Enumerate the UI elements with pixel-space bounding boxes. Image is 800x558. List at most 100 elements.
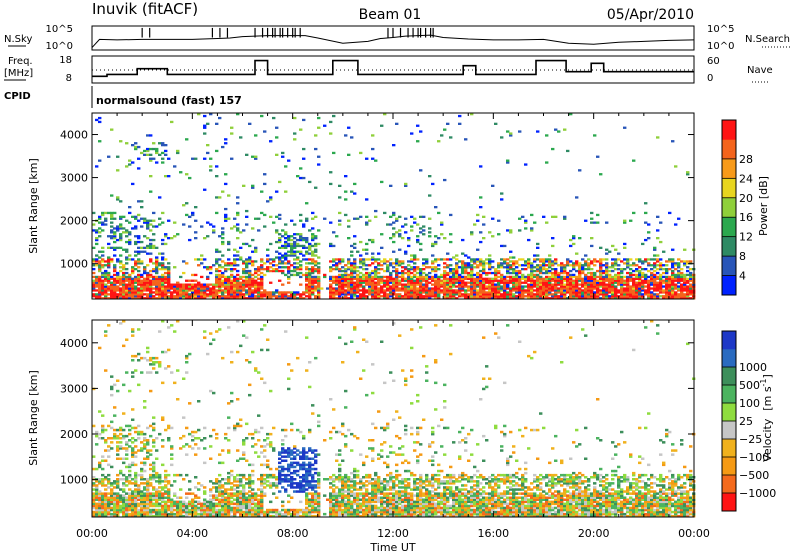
heatmap-cell <box>584 287 587 289</box>
heatmap-cell <box>476 260 479 262</box>
heatmap-cell <box>269 266 272 268</box>
heatmap-cell <box>686 287 689 289</box>
heatmap-cell <box>236 214 239 216</box>
heatmap-cell <box>140 251 143 253</box>
heatmap-cell <box>260 282 263 284</box>
heatmap-cell <box>515 282 518 284</box>
heatmap-cell <box>176 152 179 154</box>
heatmap-cell <box>293 132 296 134</box>
heatmap-cell <box>413 287 416 289</box>
heatmap-cell <box>503 282 506 284</box>
heatmap-cell <box>446 258 449 260</box>
heatmap-cell <box>203 462 206 465</box>
heatmap-cell <box>275 229 278 231</box>
heatmap-cell <box>518 282 521 284</box>
heatmap-cell <box>461 293 464 295</box>
heatmap-cell <box>215 276 218 278</box>
heatmap-cell <box>221 484 224 487</box>
heatmap-cell <box>218 287 221 289</box>
heatmap-cell <box>473 278 476 280</box>
heatmap-cell <box>98 266 101 268</box>
heatmap-cell <box>260 272 263 274</box>
heatmap-cell <box>596 270 599 272</box>
heatmap-cell <box>581 289 584 291</box>
heatmap-cell <box>245 216 248 218</box>
heatmap-cell <box>353 218 356 220</box>
heatmap-cell <box>671 266 674 268</box>
heatmap-cell <box>215 150 218 152</box>
colorbar-swatch <box>722 276 736 296</box>
heatmap-cell <box>644 285 647 287</box>
heatmap-cell <box>152 233 155 235</box>
heatmap-cell <box>269 196 272 198</box>
heatmap-cell <box>356 287 359 289</box>
heatmap-cell <box>377 268 380 270</box>
heatmap-cell <box>623 247 626 249</box>
heatmap-cell <box>602 282 605 284</box>
heatmap-cell <box>653 266 656 268</box>
heatmap-cell <box>260 115 263 117</box>
heatmap-cell <box>161 142 164 144</box>
heatmap-cell <box>380 181 383 183</box>
heatmap-cell <box>470 264 473 266</box>
heatmap-cell <box>149 464 152 467</box>
heatmap-cell <box>395 276 398 278</box>
heatmap-cell <box>434 282 437 284</box>
heatmap-cell <box>131 216 134 218</box>
heatmap-cell <box>311 258 314 260</box>
heatmap-cell <box>437 276 440 278</box>
heatmap-cell <box>236 474 239 477</box>
heatmap-cell <box>569 287 572 289</box>
heatmap-cell <box>161 222 164 224</box>
heatmap-cell <box>560 272 563 274</box>
heatmap-cell <box>491 287 494 289</box>
heatmap-cell <box>491 266 494 268</box>
heatmap-cell <box>101 247 104 249</box>
heatmap-cell <box>125 165 128 167</box>
heatmap-cell <box>575 196 578 198</box>
heatmap-cell <box>674 274 677 276</box>
heatmap-cell <box>524 282 527 284</box>
heatmap-cell <box>284 274 287 276</box>
heatmap-cell <box>167 272 170 274</box>
heatmap-cell <box>164 291 167 293</box>
heatmap-cell <box>92 482 95 485</box>
heatmap-cell <box>398 293 401 295</box>
heatmap-cell <box>215 165 218 167</box>
heatmap-cell <box>149 449 152 452</box>
heatmap-cell <box>110 386 113 389</box>
heatmap-cell <box>572 262 575 264</box>
heatmap-cell <box>416 258 419 260</box>
heatmap-cell <box>122 276 125 278</box>
heatmap-cell <box>149 276 152 278</box>
heatmap-cell <box>149 175 152 177</box>
heatmap-cell <box>680 272 683 274</box>
heatmap-cell <box>410 266 413 268</box>
heatmap-cell <box>167 505 170 508</box>
heatmap-cell <box>158 268 161 270</box>
heatmap-cell <box>107 256 110 258</box>
heatmap-cell <box>110 258 113 260</box>
heatmap-cell <box>419 243 422 245</box>
heatmap-cell <box>233 488 236 491</box>
heatmap-cell <box>647 223 650 225</box>
heatmap-cell <box>194 431 197 434</box>
heatmap-cell <box>449 287 452 289</box>
heatmap-cell <box>539 291 542 293</box>
heatmap-cell <box>290 239 293 241</box>
heatmap-cell <box>128 160 131 162</box>
heatmap-cell <box>350 276 353 278</box>
heatmap-cell <box>443 291 446 293</box>
heatmap-cell <box>230 280 233 282</box>
heatmap-cell <box>302 258 305 260</box>
heatmap-cell <box>644 239 647 241</box>
heatmap-cell <box>371 158 374 160</box>
heatmap-cell <box>254 272 257 274</box>
heatmap-cell <box>548 291 551 293</box>
heatmap-cell <box>161 161 164 163</box>
heatmap-cell <box>203 258 206 260</box>
heatmap-cell <box>98 216 101 218</box>
heatmap-cell <box>605 272 608 274</box>
heatmap-cell <box>533 258 536 260</box>
heatmap-cell <box>260 191 263 193</box>
